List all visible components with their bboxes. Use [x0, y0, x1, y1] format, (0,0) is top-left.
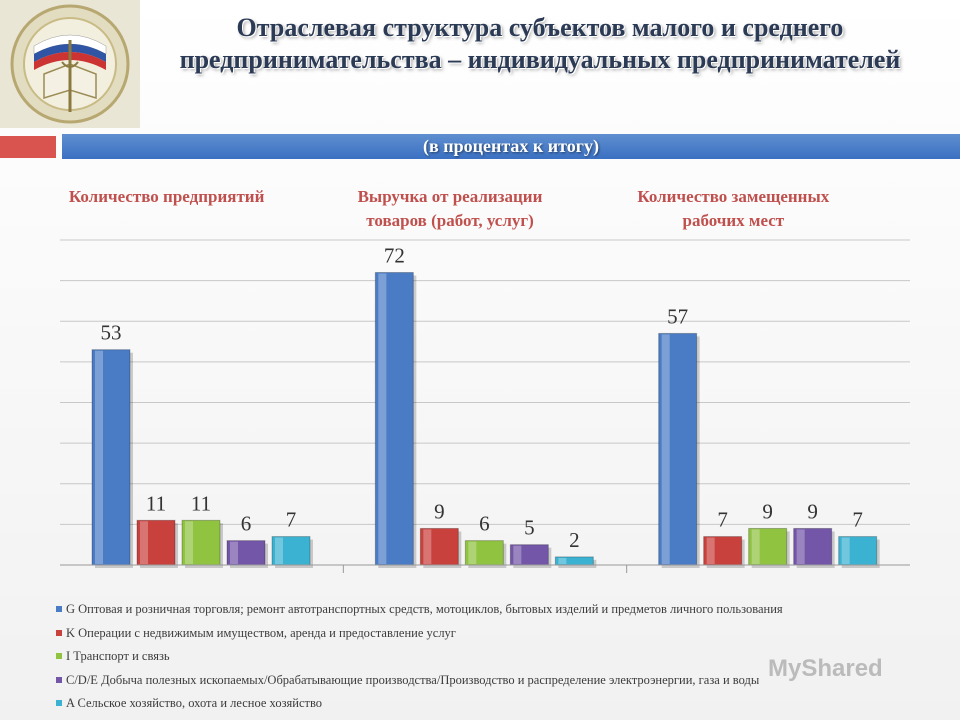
- legend-swatch: [56, 676, 62, 683]
- bar: [419, 527, 459, 566]
- bar: [793, 527, 833, 566]
- data-label: 9: [434, 499, 445, 523]
- data-label: 2: [569, 528, 580, 552]
- bar: [226, 540, 266, 566]
- data-label: 9: [807, 499, 818, 523]
- bar-highlight: [796, 529, 805, 564]
- legend-swatch: [56, 629, 62, 636]
- group-title: Количество предприятий: [69, 187, 265, 206]
- accent-bar-red: [0, 136, 56, 158]
- legend-label: C/D/E Добыча полезных ископаемых/Обрабат…: [66, 672, 760, 687]
- bar: [464, 540, 504, 566]
- data-label: 53: [101, 321, 122, 345]
- bar-highlight: [230, 541, 238, 564]
- group-title: товаров (работ, услуг): [366, 211, 534, 230]
- legend-label: K Операции с недвижимым имуществом, арен…: [66, 625, 456, 640]
- legend-item: G Оптовая и розничная торговля; ремонт а…: [56, 600, 936, 624]
- group-title: рабочих мест: [683, 211, 785, 230]
- bar-highlight: [95, 350, 103, 564]
- bar-highlight: [275, 537, 283, 564]
- bar-highlight: [468, 541, 477, 564]
- bar-highlight: [378, 273, 387, 564]
- data-label: 72: [384, 244, 405, 268]
- legend-swatch: [56, 653, 62, 660]
- data-label: 57: [667, 304, 688, 328]
- group-title: Выручка от реализации: [358, 187, 543, 206]
- bar: [658, 332, 698, 566]
- legend-label: I Транспорт и связь: [66, 649, 170, 663]
- emblem: [0, 0, 140, 128]
- bar-highlight: [841, 537, 850, 564]
- bar: [181, 519, 221, 566]
- bar-highlight: [423, 529, 432, 564]
- legend-swatch: [56, 606, 62, 613]
- group-title: Количество замещенных: [637, 187, 829, 206]
- data-label: 7: [286, 508, 297, 532]
- bar-highlight: [513, 545, 522, 564]
- legend-swatch: [56, 700, 62, 707]
- bar-chart: Количество предприятий Выручка от реализа…: [60, 187, 910, 573]
- legend-item: I Транспорт и связь: [56, 647, 936, 671]
- slide-title: Отраслевая структура субъектов малого и …: [179, 13, 901, 74]
- data-label: 6: [241, 512, 252, 536]
- bar: [374, 272, 414, 566]
- legend-item: K Операции с недвижимым имуществом, арен…: [56, 624, 936, 648]
- bar-highlight: [706, 537, 715, 564]
- bar-highlight: [140, 521, 148, 564]
- bar-highlight: [185, 521, 193, 564]
- bar-highlight: [661, 334, 670, 564]
- emblem-icon: [0, 0, 140, 128]
- bar: [703, 536, 743, 566]
- watermark: MyShared: [768, 655, 883, 682]
- data-label: 5: [524, 516, 535, 540]
- legend-item: A Сельское хозяйство, охота и лесное хоз…: [56, 694, 936, 718]
- data-label: 9: [762, 499, 773, 523]
- data-label: 11: [191, 491, 211, 515]
- data-label: 6: [479, 512, 490, 536]
- subtitle-bar: (в процентах к итогу): [62, 134, 960, 159]
- data-label: 11: [146, 491, 166, 515]
- bar-highlight: [558, 557, 567, 564]
- bar: [838, 536, 878, 566]
- bar: [136, 519, 176, 566]
- legend-label: G Оптовая и розничная торговля; ремонт а…: [66, 602, 783, 616]
- bar: [91, 349, 131, 566]
- legend-label: A Сельское хозяйство, охота и лесное хоз…: [66, 696, 323, 710]
- legend-item: C/D/E Добыча полезных ископаемых/Обрабат…: [56, 671, 936, 695]
- legend: G Оптовая и розничная торговля; ремонт а…: [56, 600, 936, 718]
- data-label: 7: [717, 508, 728, 532]
- data-label: 7: [852, 508, 863, 532]
- bar-highlight: [751, 529, 760, 564]
